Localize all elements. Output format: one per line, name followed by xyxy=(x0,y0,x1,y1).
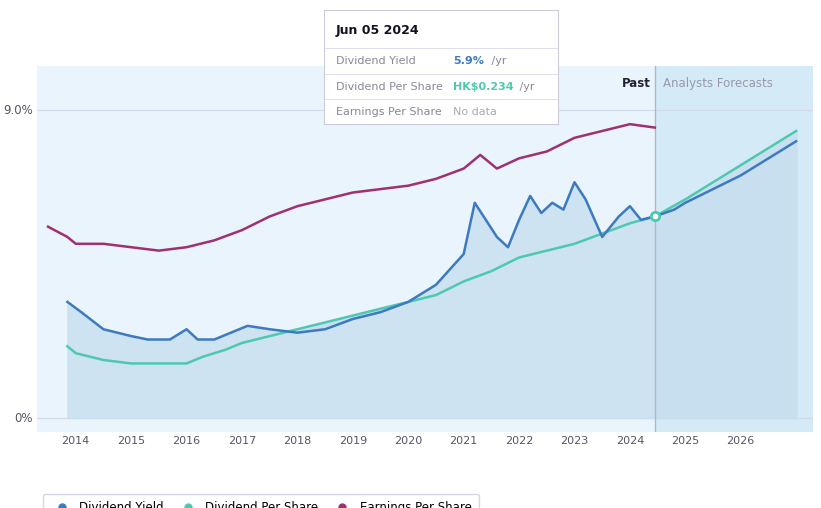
Text: No data: No data xyxy=(453,107,497,117)
Text: /yr: /yr xyxy=(516,82,534,92)
Legend: Dividend Yield, Dividend Per Share, Earnings Per Share: Dividend Yield, Dividend Per Share, Earn… xyxy=(43,494,479,508)
Text: 9.0%: 9.0% xyxy=(3,104,33,117)
Text: 5.9%: 5.9% xyxy=(453,56,484,66)
Text: Earnings Per Share: Earnings Per Share xyxy=(336,107,442,117)
Text: Jun 05 2024: Jun 05 2024 xyxy=(336,24,420,37)
Text: Past: Past xyxy=(621,77,650,89)
Bar xyxy=(655,66,813,432)
Text: HK$0.234: HK$0.234 xyxy=(453,82,514,92)
Text: Dividend Yield: Dividend Yield xyxy=(336,56,415,66)
Text: Analysts Forecasts: Analysts Forecasts xyxy=(663,77,773,89)
Text: 0%: 0% xyxy=(15,411,33,425)
Text: Dividend Per Share: Dividend Per Share xyxy=(336,82,443,92)
Text: /yr: /yr xyxy=(488,56,507,66)
